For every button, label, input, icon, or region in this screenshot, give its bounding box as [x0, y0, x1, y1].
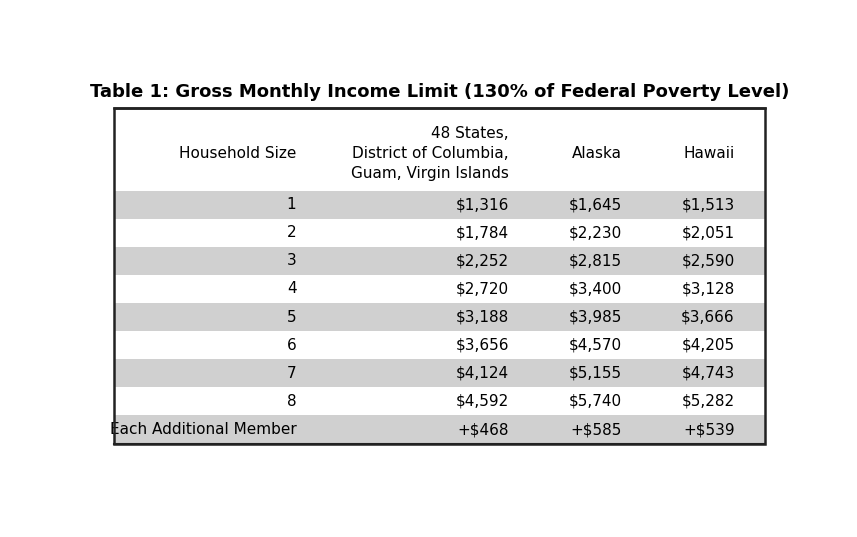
Text: $3,128: $3,128 — [681, 281, 734, 296]
Text: +$585: +$585 — [571, 422, 622, 437]
Text: $2,230: $2,230 — [568, 225, 622, 240]
Text: 8: 8 — [287, 394, 297, 409]
Text: $3,985: $3,985 — [568, 310, 622, 324]
Text: Each Additional Member: Each Additional Member — [110, 422, 297, 437]
Text: Alaska: Alaska — [572, 146, 622, 161]
Text: $3,188: $3,188 — [456, 310, 509, 324]
Text: $2,815: $2,815 — [569, 253, 622, 268]
Text: Table 1: Gross Monthly Income Limit (130% of Federal Poverty Level): Table 1: Gross Monthly Income Limit (130… — [89, 83, 789, 101]
Text: $1,316: $1,316 — [456, 197, 509, 212]
Text: $2,720: $2,720 — [456, 281, 509, 296]
Bar — [114, 191, 764, 219]
Text: $1,513: $1,513 — [681, 197, 734, 212]
Text: 1: 1 — [287, 197, 297, 212]
Text: 3: 3 — [286, 253, 297, 268]
Text: $1,645: $1,645 — [568, 197, 622, 212]
Text: $2,051: $2,051 — [681, 225, 734, 240]
Text: $2,590: $2,590 — [681, 253, 734, 268]
Text: 4: 4 — [287, 281, 297, 296]
Bar — [114, 247, 764, 275]
Text: Household Size: Household Size — [179, 146, 297, 161]
Text: 2: 2 — [287, 225, 297, 240]
Text: $5,740: $5,740 — [569, 394, 622, 409]
Text: $5,155: $5,155 — [569, 366, 622, 381]
Text: $3,400: $3,400 — [568, 281, 622, 296]
Text: 7: 7 — [287, 366, 297, 381]
Bar — [114, 108, 764, 444]
Text: $3,656: $3,656 — [455, 338, 509, 353]
Text: $3,666: $3,666 — [681, 310, 734, 324]
Bar — [114, 359, 764, 387]
Text: +$539: +$539 — [683, 422, 734, 437]
Text: $5,282: $5,282 — [681, 394, 734, 409]
Text: $2,252: $2,252 — [456, 253, 509, 268]
Text: 6: 6 — [286, 338, 297, 353]
Text: $4,205: $4,205 — [681, 338, 734, 353]
Text: +$468: +$468 — [458, 422, 509, 437]
Text: $4,124: $4,124 — [456, 366, 509, 381]
Bar — [114, 416, 764, 444]
Text: $1,784: $1,784 — [456, 225, 509, 240]
Text: 48 States,
District of Columbia,
Guam, Virgin Islands: 48 States, District of Columbia, Guam, V… — [351, 126, 509, 180]
Text: Hawaii: Hawaii — [684, 146, 734, 161]
Text: $4,592: $4,592 — [456, 394, 509, 409]
Text: $4,570: $4,570 — [569, 338, 622, 353]
Text: $4,743: $4,743 — [681, 366, 734, 381]
Text: 5: 5 — [287, 310, 297, 324]
Bar — [114, 303, 764, 331]
